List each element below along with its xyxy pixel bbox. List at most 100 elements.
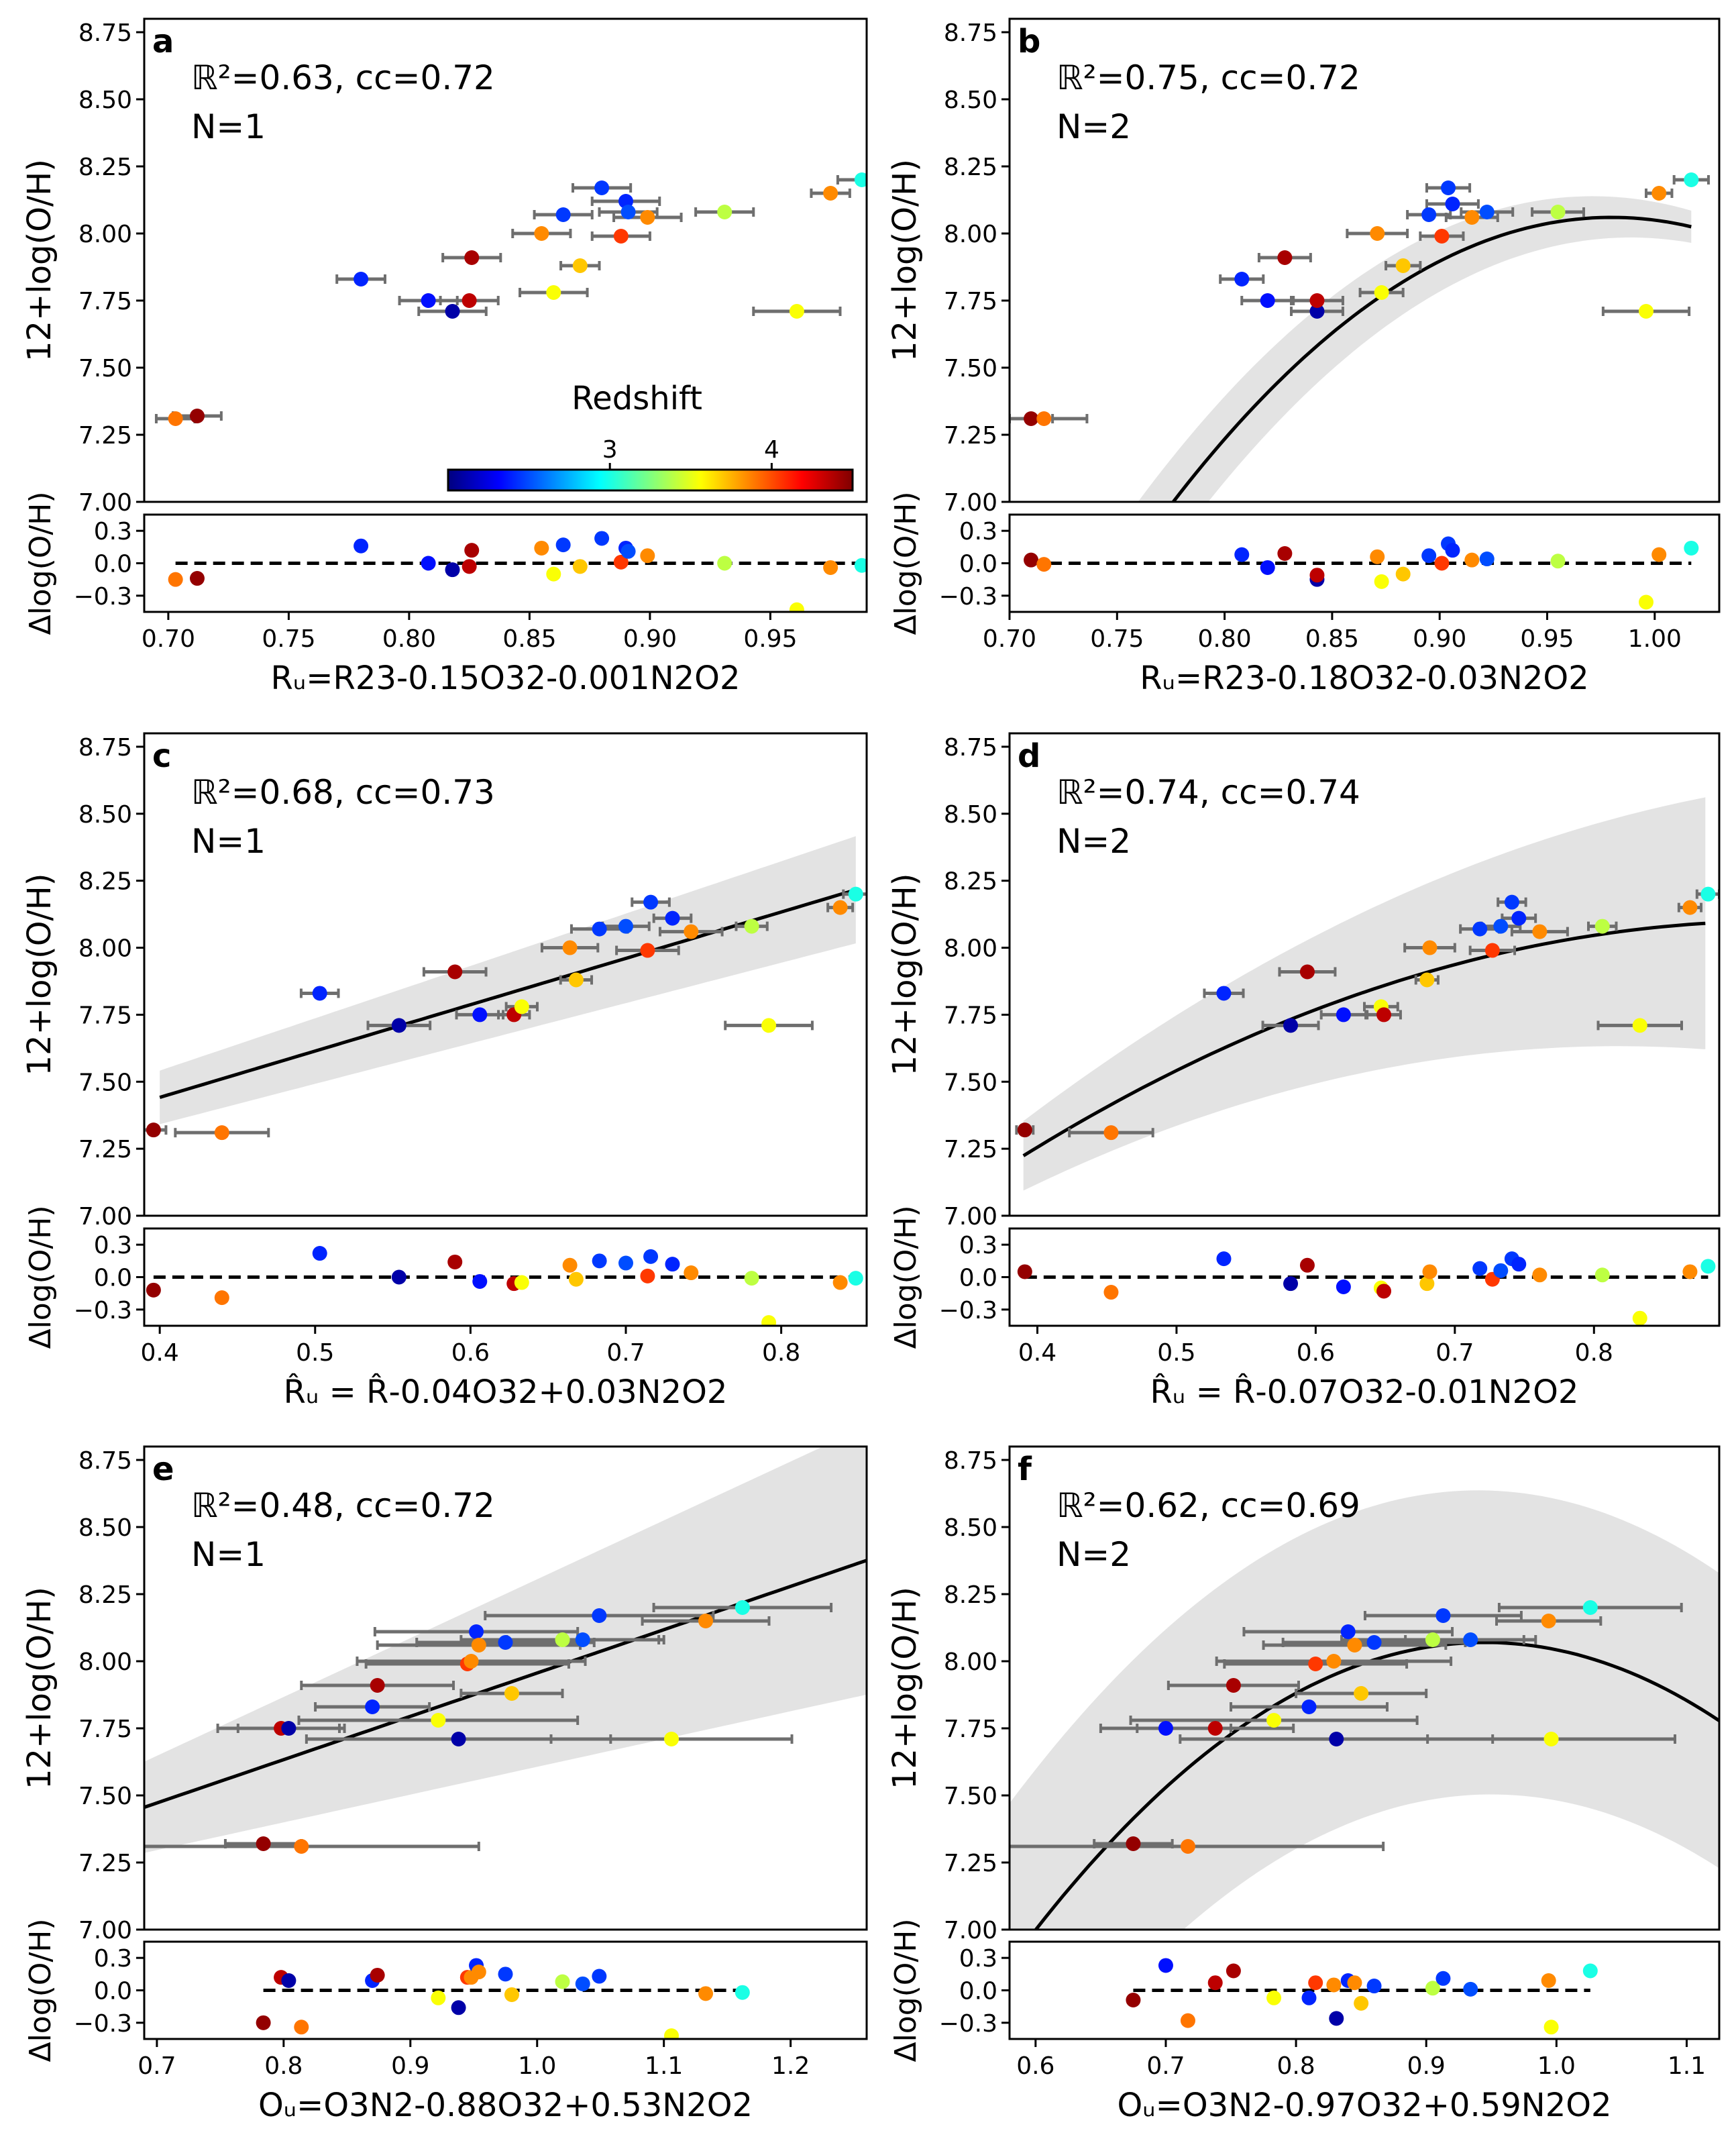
data-point — [1422, 940, 1437, 955]
n-annotation: N=1 — [191, 1535, 266, 1574]
x-axis-label: Rᵤ=R23-0.15O32-0.001N2O2 — [271, 660, 741, 697]
x-tick-label: 0.6 — [1297, 1339, 1335, 1367]
residual-point — [575, 1976, 590, 1991]
data-point — [1582, 1600, 1598, 1615]
y-tick-label: 8.50 — [944, 87, 997, 114]
y-tick-label: 8.00 — [78, 1648, 132, 1676]
resid-y-tick-label: −0.3 — [939, 2010, 997, 2038]
data-point — [684, 924, 699, 939]
data-point — [1299, 964, 1315, 980]
residual-point — [256, 2015, 271, 2030]
residual-point — [1493, 1263, 1509, 1278]
main-axes-frame — [1008, 17, 1721, 503]
residual-point — [1370, 549, 1385, 564]
residual-point — [514, 1275, 529, 1290]
data-point — [1329, 1732, 1344, 1746]
x-tick-label: 0.95 — [743, 625, 797, 653]
residual-point — [1435, 1971, 1451, 1986]
data-point — [854, 172, 867, 187]
n-annotation: N=1 — [191, 107, 266, 146]
data-point — [832, 900, 848, 915]
y-tick-label: 8.50 — [78, 1514, 132, 1542]
data-point — [1550, 205, 1566, 219]
residual-point — [854, 558, 867, 573]
data-point — [640, 210, 655, 225]
data-point — [1594, 919, 1610, 934]
confidence-band — [1138, 196, 1692, 502]
x-tick-label: 0.85 — [1305, 625, 1359, 653]
data-point — [594, 180, 610, 195]
data-point — [469, 1624, 484, 1639]
y-tick-label: 8.25 — [78, 868, 132, 896]
panel-label: e — [152, 1451, 174, 1488]
residual-point — [592, 1969, 607, 1984]
residual-point — [789, 602, 804, 612]
data-point — [451, 1732, 466, 1746]
data-point — [1493, 919, 1509, 934]
residual-point — [1216, 1251, 1232, 1267]
residual-point — [168, 572, 183, 587]
data-point — [445, 304, 460, 319]
data-point — [1207, 1721, 1223, 1736]
residual-point — [1422, 1264, 1437, 1279]
residual-point — [665, 1257, 680, 1272]
stats-annotation: ℝ²=0.48, cc=0.72 — [191, 1486, 495, 1525]
x-tick-label: 0.7 — [1146, 2052, 1185, 2080]
residual-point — [1700, 1259, 1716, 1274]
residual-point — [1421, 548, 1437, 564]
data-point — [256, 1836, 271, 1851]
residual-point — [568, 1271, 584, 1287]
residual-point — [620, 543, 636, 559]
y-tick-label: 7.25 — [78, 422, 132, 450]
data-point — [370, 1678, 385, 1693]
residual-point — [572, 559, 588, 574]
data-point — [665, 910, 680, 926]
residual-point — [717, 556, 733, 571]
data-point — [1370, 226, 1385, 241]
resid-y-tick-label: 0.3 — [959, 1945, 997, 1973]
residual-point — [1425, 1981, 1440, 1996]
y-tick-label: 8.75 — [78, 19, 132, 47]
data-point — [1651, 186, 1667, 201]
x-tick-label: 0.70 — [142, 625, 195, 653]
residual-point — [534, 540, 549, 556]
resid-y-tick-label: 0.3 — [94, 1232, 132, 1259]
residual-point — [735, 1985, 750, 2000]
residual-point — [1234, 547, 1250, 562]
residual-point — [1434, 556, 1450, 571]
fit-line — [159, 888, 857, 1099]
colorbar-gradient — [447, 468, 854, 492]
resid-y-tick-label: 0.0 — [959, 1978, 997, 2005]
residual-point — [1651, 547, 1667, 562]
y-tick-label: 7.50 — [944, 1069, 997, 1096]
y-axis-label: 12+log(O/H) — [21, 159, 58, 362]
resid-y-tick-label: 0.3 — [94, 518, 132, 545]
x-axis-label: R̂ᵤ = R̂-0.04O32+0.03N2O2 — [284, 1372, 728, 1411]
x-tick-label: 0.5 — [296, 1339, 334, 1367]
residual-point — [640, 548, 655, 564]
residual-point — [1550, 554, 1566, 569]
x-tick-label: 0.70 — [983, 625, 1036, 653]
residual-point — [214, 1290, 229, 1306]
data-point — [534, 226, 549, 241]
data-point — [546, 285, 561, 300]
y-tick-label: 8.75 — [944, 19, 997, 47]
residual-point — [618, 1255, 633, 1271]
data-point — [1464, 210, 1480, 225]
x-tick-label: 1.1 — [645, 2052, 683, 2080]
residual-point — [1309, 568, 1325, 583]
residual-point — [498, 1967, 513, 1982]
colorbar: 3 4 Redshift — [447, 380, 854, 492]
residual-point — [146, 1282, 161, 1298]
data-point — [391, 1018, 406, 1033]
y-tick-label: 7.25 — [78, 1136, 132, 1163]
y-tick-label: 8.00 — [944, 1648, 997, 1676]
y-tick-label: 8.50 — [78, 87, 132, 114]
data-point — [1541, 1614, 1556, 1628]
x-tick-label: 0.85 — [502, 625, 556, 653]
data-point — [1632, 1018, 1647, 1033]
data-point — [1435, 1608, 1451, 1623]
main-axes-frame — [143, 17, 868, 503]
y-tick-label: 8.25 — [944, 154, 997, 181]
